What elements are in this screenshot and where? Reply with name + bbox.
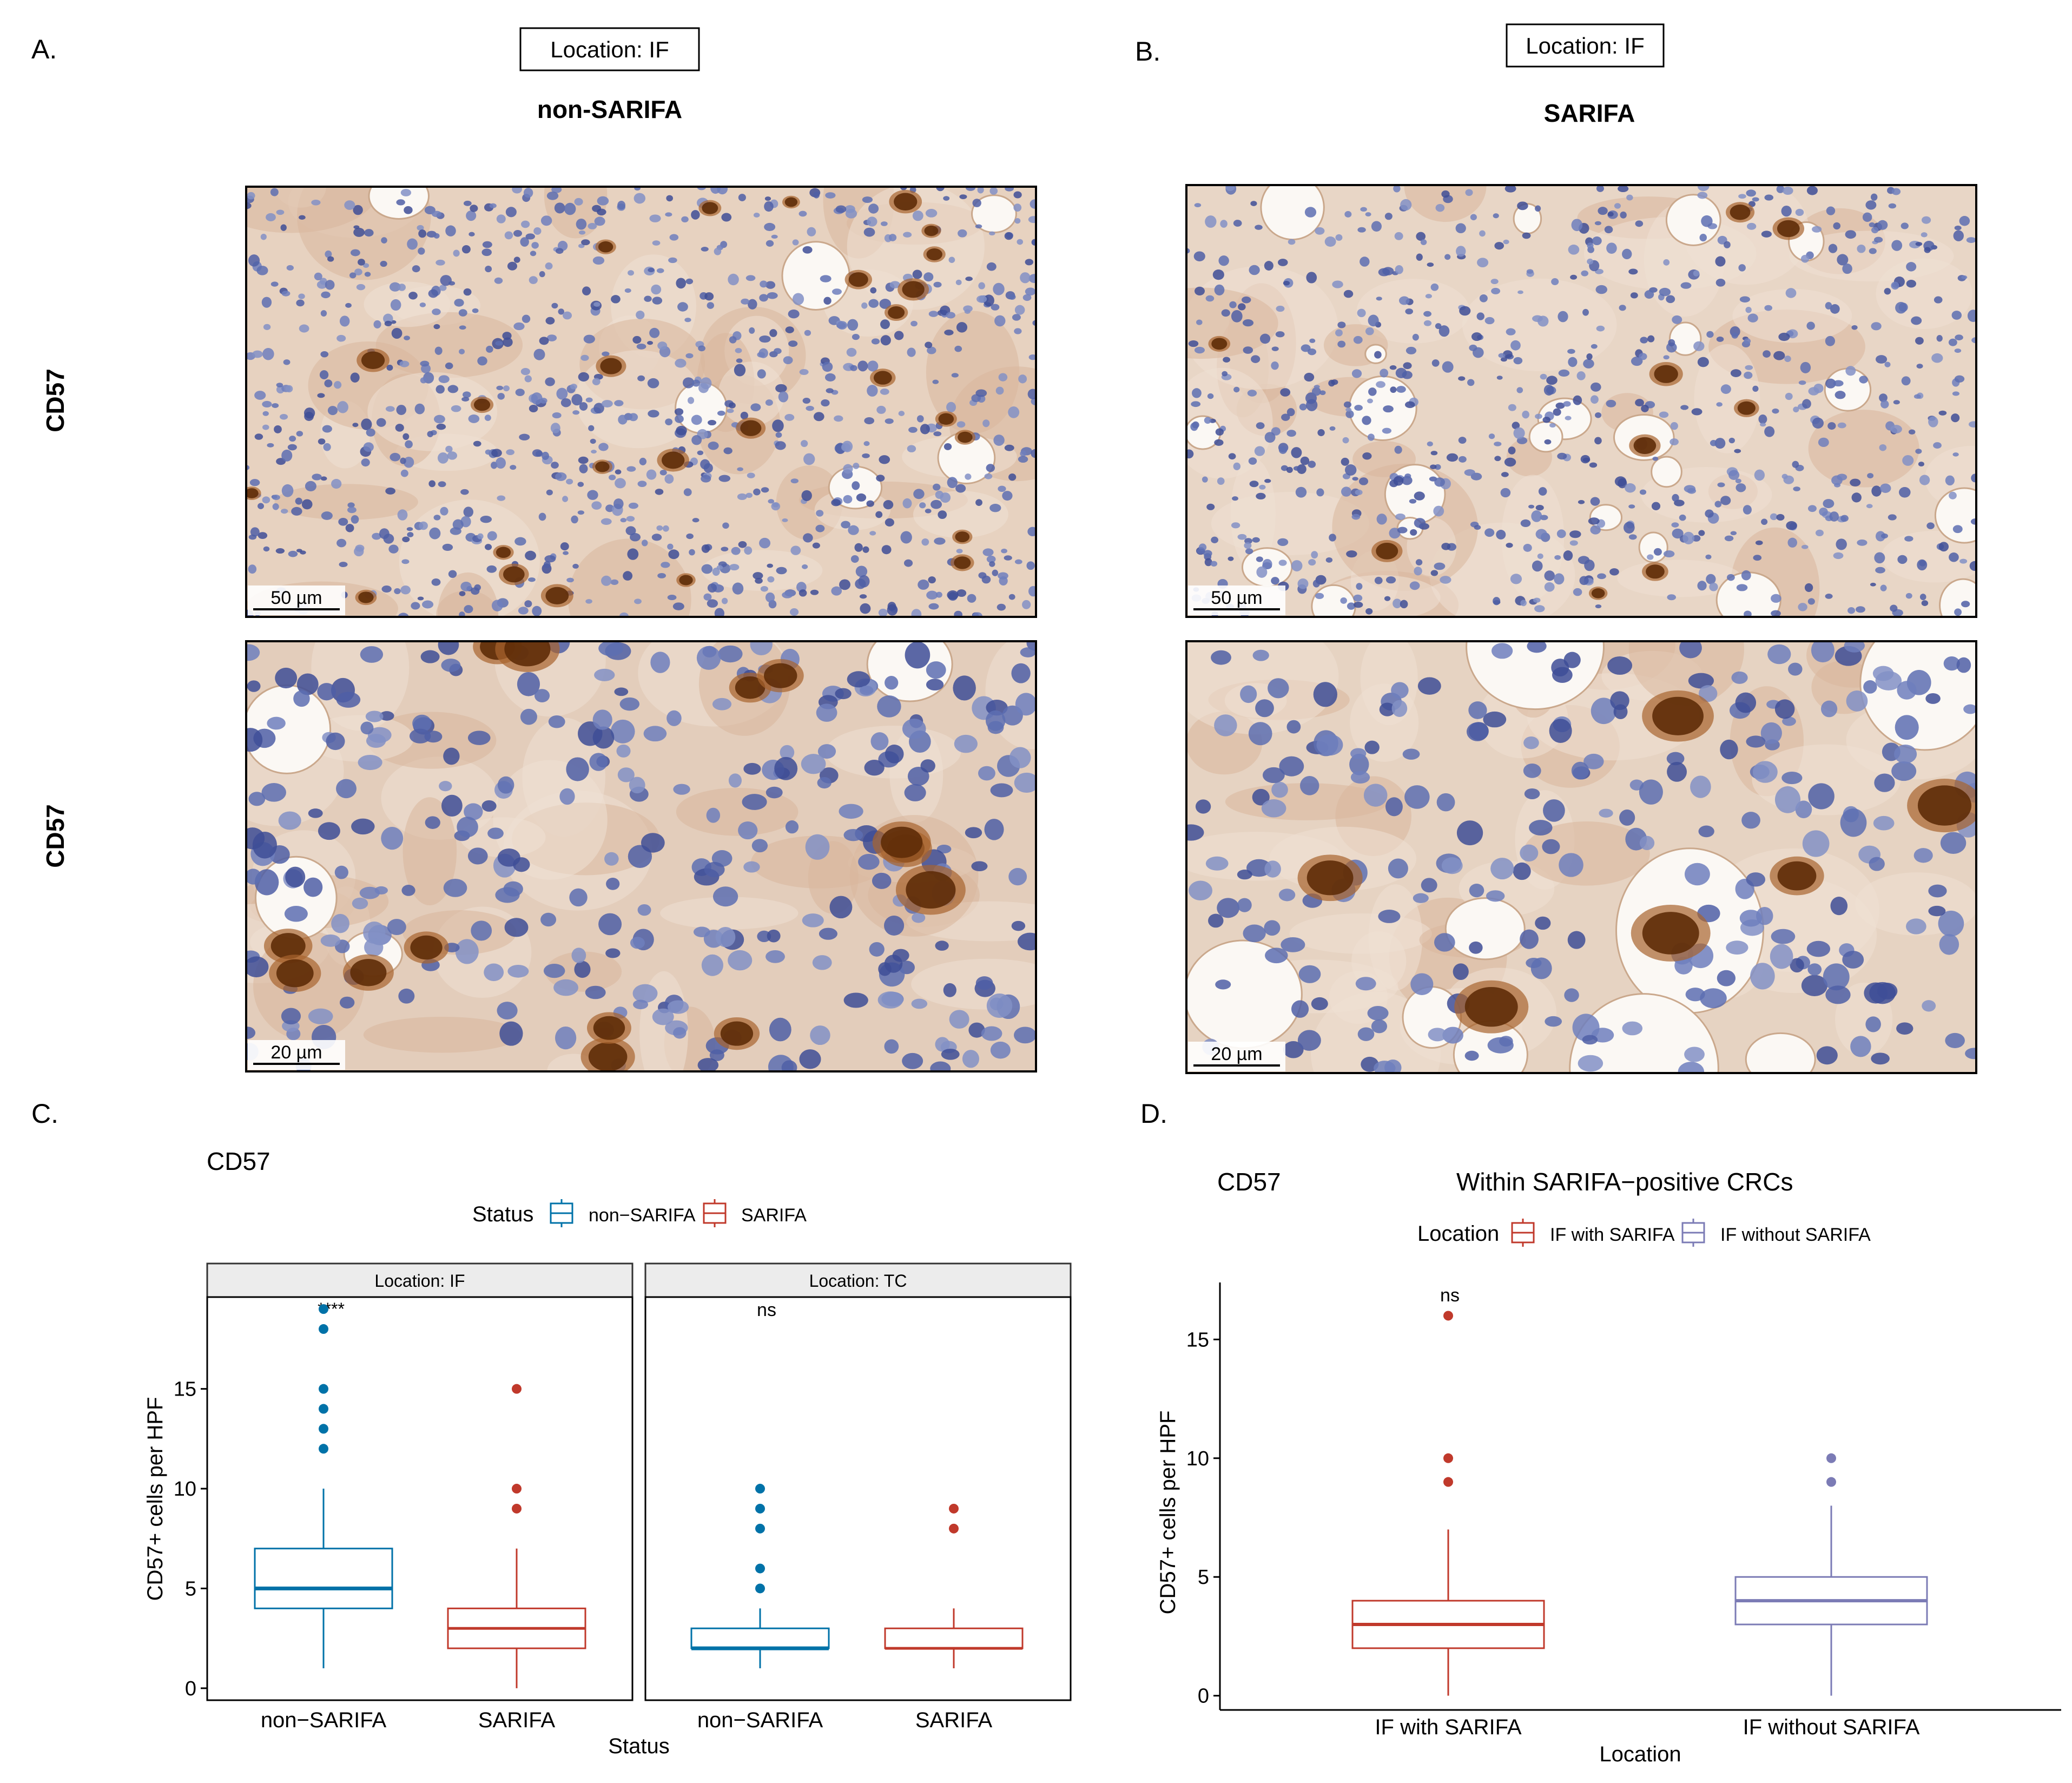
chart-c-xtick-tc-sarifa: SARIFA bbox=[915, 1708, 993, 1732]
chart-d-legend-key-with bbox=[1511, 1219, 1535, 1247]
panel-label-b: B. bbox=[1135, 36, 1160, 67]
box-tc-sarifa-outlier-0 bbox=[949, 1523, 959, 1534]
panel-label-a: A. bbox=[31, 34, 57, 64]
box-tc-non-sarifa-outlier-4 bbox=[755, 1484, 765, 1494]
box-if-with-sarifa-outlier-2 bbox=[1443, 1311, 1453, 1321]
box-tc-non-sarifa-outlier-2 bbox=[755, 1523, 765, 1534]
chart-d-legend: Location IF with SARIFA IF without SARIF… bbox=[1417, 1219, 1871, 1247]
micrograph-b-top bbox=[1185, 184, 1977, 618]
box-tc-non-sarifa-iqr bbox=[690, 1627, 830, 1649]
chart-d-title: CD57 bbox=[1217, 1168, 1281, 1196]
chart-d-legend-label-without: IF without SARIFA bbox=[1720, 1225, 1871, 1245]
chart-d-legend-title: Location bbox=[1417, 1222, 1499, 1246]
box-tc-non-sarifa bbox=[690, 1484, 830, 1668]
location-box-a-text: Location: IF bbox=[550, 37, 669, 62]
box-if-without-sarifa-outlier-0 bbox=[1826, 1477, 1836, 1487]
panel-label-c: C. bbox=[31, 1098, 58, 1129]
row-label-cd57-top: CD57 bbox=[41, 369, 69, 432]
micrograph-a-top bbox=[245, 186, 1037, 618]
status-title-a: non-SARIFA bbox=[537, 95, 682, 123]
chart-d-y-tick-label-5: 5 bbox=[1198, 1566, 1209, 1589]
chart-c-legend-label-sarifa: SARIFA bbox=[741, 1205, 807, 1226]
scale-bar-b-top: 50 µm bbox=[1188, 585, 1285, 615]
scale-bar-a-bottom-label: 20 µm bbox=[270, 1042, 322, 1063]
chart-d-y-tick-label-15: 15 bbox=[1186, 1328, 1209, 1351]
scale-bar-b-top-label: 50 µm bbox=[1211, 588, 1262, 608]
facet-strip-if-label: Location: IF bbox=[374, 1271, 465, 1291]
box-if-without-sarifa bbox=[1734, 1453, 1928, 1696]
box-tc-non-sarifa-outlier-0 bbox=[755, 1583, 765, 1594]
chart-c-legend: Status non−SARIFA SARIFA bbox=[472, 1199, 807, 1227]
scale-bar-a-top-label: 50 µm bbox=[270, 588, 322, 608]
chart-c-y-tick-label-10: 10 bbox=[174, 1478, 196, 1501]
chart-c-y-tick-label-0: 0 bbox=[185, 1677, 196, 1700]
box-if-sarifa-outlier-0 bbox=[512, 1503, 522, 1514]
chart-c-y-tick-label-15: 15 bbox=[174, 1378, 196, 1401]
chart-c-ylabel: CD57+ cells per HPF bbox=[143, 1397, 167, 1601]
box-tc-non-sarifa-outlier-1 bbox=[755, 1563, 765, 1574]
micrograph-a-bottom bbox=[245, 640, 1037, 1073]
location-box-b bbox=[1506, 23, 1665, 68]
chart-d-legend-key-without bbox=[1681, 1219, 1705, 1247]
box-tc-sarifa-outlier-1 bbox=[949, 1503, 959, 1514]
chart-c-xtick-if-non-sarifa: non−SARIFA bbox=[261, 1708, 387, 1732]
chart-c-legend-title: Status bbox=[472, 1202, 533, 1226]
chart-c-y-axis: 0 5 10 15 bbox=[174, 1378, 207, 1700]
scale-bar-a-bottom: 20 µm bbox=[248, 1040, 345, 1070]
micrograph-b-bottom bbox=[1185, 640, 1977, 1074]
box-if-non-sarifa-iqr bbox=[254, 1548, 393, 1609]
chart-d-xlabel: Location bbox=[1599, 1742, 1681, 1766]
box-if-non-sarifa-outlier-0 bbox=[319, 1444, 328, 1454]
chart-d-y-axis: 0 5 10 15 bbox=[1186, 1328, 1220, 1708]
box-if-with-sarifa bbox=[1351, 1311, 1545, 1696]
chart-d-annotation: ns bbox=[1440, 1285, 1460, 1306]
box-if-sarifa-outlier-1 bbox=[512, 1484, 522, 1494]
status-title-b: SARIFA bbox=[1544, 99, 1635, 127]
chart-c-xlabel: Status bbox=[608, 1734, 669, 1758]
box-if-non-sarifa bbox=[254, 1304, 393, 1668]
box-if-non-sarifa-outlier-5 bbox=[319, 1304, 328, 1314]
box-tc-sarifa-iqr bbox=[884, 1627, 1024, 1649]
box-if-non-sarifa-outlier-4 bbox=[319, 1324, 328, 1334]
chart-d-ylabel: CD57+ cells per HPF bbox=[1156, 1411, 1180, 1615]
location-box-b-text: Location: IF bbox=[1526, 33, 1644, 58]
box-if-with-sarifa-outlier-1 bbox=[1443, 1453, 1453, 1463]
chart-d-xtick-without: IF without SARIFA bbox=[1743, 1715, 1920, 1739]
chart-d-legend-label-with: IF with SARIFA bbox=[1550, 1225, 1675, 1245]
scale-bar-b-bottom-label: 20 µm bbox=[1211, 1044, 1262, 1064]
chart-d-y-tick-label-0: 0 bbox=[1198, 1685, 1209, 1708]
box-if-sarifa-outlier-2 bbox=[512, 1384, 522, 1394]
box-tc-sarifa bbox=[884, 1503, 1024, 1668]
chart-c-legend-key-sarifa bbox=[703, 1199, 727, 1227]
box-if-sarifa bbox=[447, 1384, 586, 1688]
chart-c-y-tick-label-5: 5 bbox=[185, 1577, 196, 1600]
panel-label-d: D. bbox=[1140, 1098, 1167, 1129]
location-box-a bbox=[519, 27, 700, 71]
chart-d-subtitle: Within SARIFA−positive CRCs bbox=[1456, 1168, 1793, 1196]
box-if-non-sarifa-outlier-2 bbox=[319, 1404, 328, 1414]
chart-c-xtick-tc-non-sarifa: non−SARIFA bbox=[697, 1708, 823, 1732]
box-tc-non-sarifa-outlier-3 bbox=[755, 1503, 765, 1514]
box-if-non-sarifa-outlier-3 bbox=[319, 1384, 328, 1394]
chart-c-xtick-if-sarifa: SARIFA bbox=[478, 1708, 556, 1732]
chart-d-xtick-with: IF with SARIFA bbox=[1375, 1715, 1521, 1739]
chart-c-boxes bbox=[254, 1304, 1024, 1688]
facet-strip-tc-label: Location: TC bbox=[809, 1271, 907, 1291]
chart-c-title: CD57 bbox=[207, 1147, 270, 1175]
box-if-without-sarifa-outlier-1 bbox=[1826, 1453, 1836, 1463]
chart-d-y-tick-label-10: 10 bbox=[1186, 1448, 1209, 1470]
facet-strip-if bbox=[206, 1262, 634, 1298]
chart-c-annotation-tc: ns bbox=[757, 1300, 776, 1320]
chart-c-legend-label-non-sarifa: non−SARIFA bbox=[589, 1205, 696, 1226]
chart-d-boxes bbox=[1351, 1311, 1928, 1696]
scale-bar-a-top: 50 µm bbox=[248, 585, 345, 615]
row-label-cd57-bottom: CD57 bbox=[41, 804, 69, 868]
box-if-non-sarifa-outlier-1 bbox=[319, 1424, 328, 1434]
box-if-with-sarifa-outlier-0 bbox=[1443, 1477, 1453, 1487]
scale-bar-b-bottom: 20 µm bbox=[1188, 1042, 1285, 1071]
chart-c-legend-key-non-sarifa bbox=[550, 1199, 573, 1227]
